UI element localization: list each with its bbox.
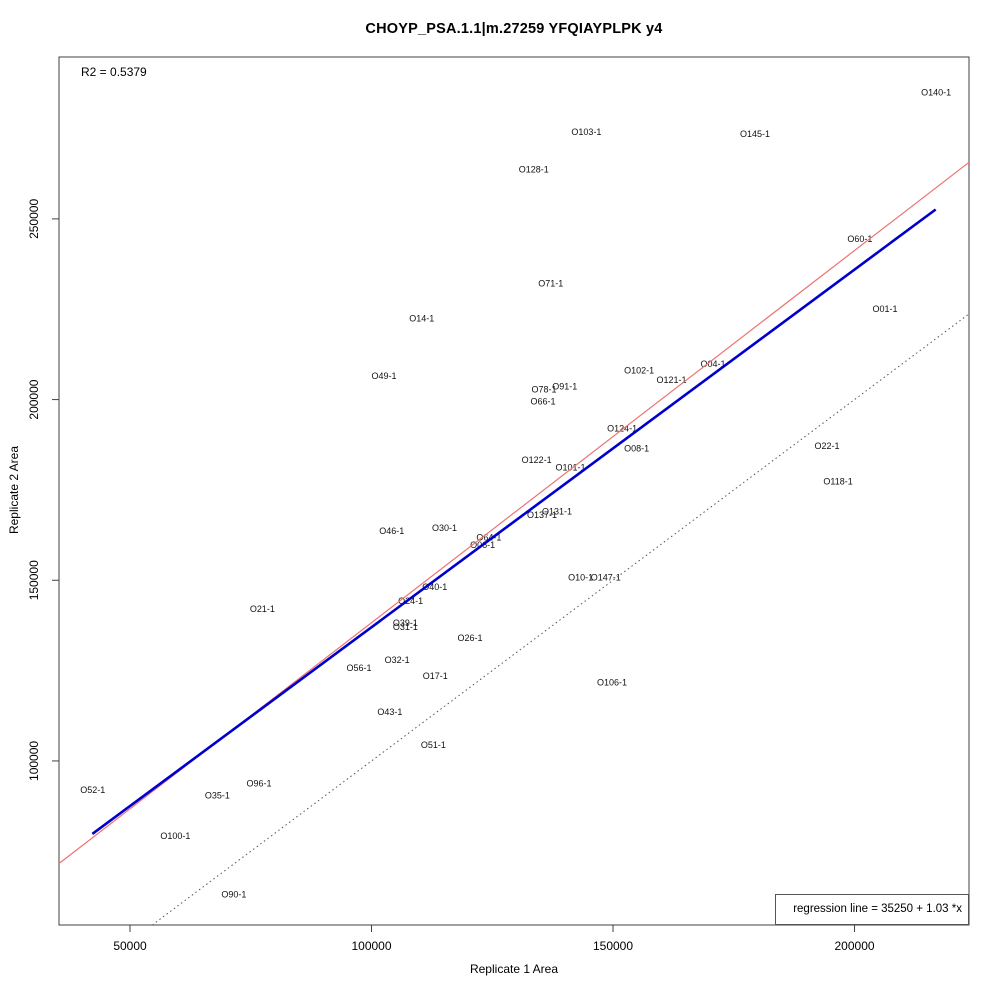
plot-border [58,56,970,926]
point-label: O71-1 [538,279,563,289]
point-label: O118-1 [823,477,852,487]
y-tick-label: 150000 [27,560,41,600]
point-label: O43-1 [377,707,402,717]
point-label: O22-1 [814,441,839,451]
point-label: O103-1 [571,127,601,137]
x-tick-label: 50000 [113,939,147,953]
point-label: O52-1 [80,785,105,795]
point-label: O60-1 [847,234,872,244]
y-tick-label: 100000 [27,741,41,781]
identity-line [151,313,970,926]
y-tick-label: 200000 [27,379,41,419]
point-label: O128-1 [519,164,549,174]
point-label: O102-1 [624,365,654,375]
point-label: O147-1 [591,572,621,582]
point-label: O21-1 [250,604,275,614]
point-label: O131-1 [542,507,572,517]
point-label: O08-1 [624,443,649,453]
y-tick-label: 250000 [27,199,41,239]
point-label: O145-1 [740,129,770,139]
point-label: O35-1 [205,790,230,800]
point-label: O137-1 [527,510,557,520]
point-label: O39-1 [393,618,418,628]
point-label: O04-1 [700,359,725,369]
point-label: O66-1 [530,397,555,407]
point-label: O24-1 [398,596,423,606]
point-label: O90-1 [221,889,246,899]
point-label: O56-1 [346,663,371,673]
chart-title: CHOYP_PSA.1.1|m.27259 YFQIAYPLPK y4 [365,21,663,37]
point-label: O140-1 [921,87,951,97]
point-label: O32-1 [385,655,410,665]
point-label: O122-1 [522,455,552,465]
point-label: O46-1 [379,526,404,536]
point-label: O01-1 [872,304,897,314]
x-tick-label: 100000 [351,939,391,953]
point-label: O17-1 [423,671,448,681]
point-label: O30-1 [432,523,457,533]
y-axis-title: Replicate 2 Area [7,445,21,535]
point-label: O26-1 [458,633,483,643]
x-tick-label: 200000 [835,939,875,953]
x-axis-title: Replicate 1 Area [469,962,559,976]
point-label: O124-1 [607,423,637,433]
point-label: O14-1 [409,313,434,323]
point-label: O64-1 [476,532,501,542]
point-label: O49-1 [372,371,397,381]
point-label: O101-1 [555,463,585,473]
point-label: O51-1 [421,740,446,750]
legend-box: regression line = 35250 + 1.03 *x [775,894,969,925]
x-tick-label: 150000 [593,939,633,953]
legend-regression-label: regression line = 35250 + 1.03 *x [793,903,962,915]
point-label: O78-1 [531,384,556,394]
fit-line [91,208,937,835]
point-label: O121-1 [656,375,686,385]
point-label: O31-1 [393,622,418,632]
point-label: O91-1 [552,382,577,392]
point-label: O106-1 [597,678,627,688]
r2-annotation: R2 = 0.5379 [81,65,147,79]
point-label: O40-1 [422,582,447,592]
point-label: O96-1 [246,778,271,788]
point-label: O100-1 [160,831,190,841]
point-label: O10-1 [568,573,593,583]
